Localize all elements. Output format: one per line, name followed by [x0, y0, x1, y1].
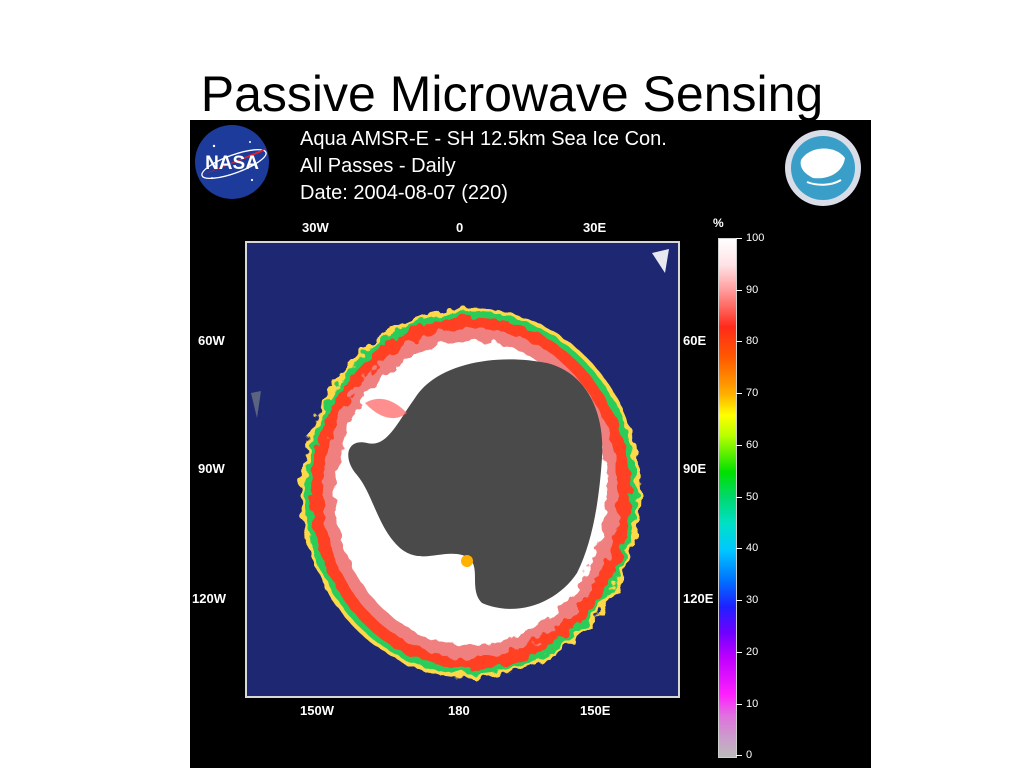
colorbar-label-40: 40	[746, 542, 759, 554]
bottom-label-150e: 150E	[580, 703, 611, 718]
right-label-60e: 60E	[683, 333, 707, 348]
colorbar-label-0: 0	[746, 749, 753, 761]
island-shadow	[251, 391, 261, 418]
antarctica-landmass	[348, 359, 603, 609]
colorbar-label-90: 90	[746, 284, 759, 296]
colorbar-tick	[736, 497, 742, 498]
colorbar-label-50: 50	[746, 491, 759, 503]
nasa-logo-text: NASA	[205, 153, 259, 174]
bottom-label-150w: 150W	[300, 703, 334, 718]
colorbar-label-30: 30	[746, 594, 759, 606]
right-label-120e: 120E	[683, 591, 714, 606]
colorbar-tick	[736, 393, 742, 394]
colorbar-label-20: 20	[746, 646, 759, 658]
top-label-30e: 30E	[583, 220, 607, 235]
figure-header: Aqua AMSR-E - SH 12.5km Sea Ice Con. All…	[300, 126, 667, 207]
header-line-1: Aqua AMSR-E - SH 12.5km Sea Ice Con.	[300, 128, 667, 150]
weddell-edge	[365, 398, 407, 419]
top-label-30w: 30W	[302, 220, 329, 235]
colorbar-label-70: 70	[746, 387, 759, 399]
sea-ice-map	[245, 241, 680, 698]
colorbar-tick	[736, 445, 742, 446]
left-label-120w: 120W	[192, 591, 226, 606]
colorbar-tick	[736, 290, 742, 291]
colorbar-tick	[736, 548, 742, 549]
colorbar-tick	[736, 600, 742, 601]
right-label-90e: 90E	[683, 461, 707, 476]
colorbar-label-100: 100	[746, 232, 765, 244]
colorbar-tick	[736, 652, 742, 653]
ross-polynya	[461, 555, 473, 567]
globe-logo-icon	[785, 130, 861, 206]
concentration-colorbar	[718, 238, 737, 758]
header-line-2: All Passes - Daily	[300, 155, 456, 177]
colorbar-label-60: 60	[746, 439, 759, 451]
bottom-label-180: 180	[448, 703, 470, 718]
header-line-3: Date: 2004-08-07 (220)	[300, 182, 508, 204]
sea-ice-map-graphic	[251, 249, 669, 678]
top-label-0: 0	[456, 220, 464, 235]
colorbar-tick	[736, 341, 742, 342]
slide-title: Passive Microwave Sensing	[200, 66, 824, 122]
colorbar-tick	[736, 755, 742, 756]
continent-fragment	[652, 249, 669, 273]
left-label-90w: 90W	[198, 461, 225, 476]
nasa-logo-icon: NASA	[195, 125, 269, 199]
colorbar-tick	[736, 238, 742, 239]
sea-ice-figure: NASA Aqua AMSR-E - SH 12.5km Sea Ice Con…	[190, 120, 871, 768]
colorbar-tick	[736, 704, 742, 705]
colorbar-label-80: 80	[746, 335, 759, 347]
colorbar-unit: %	[713, 216, 724, 230]
left-label-60w: 60W	[198, 333, 225, 348]
colorbar-label-10: 10	[746, 698, 759, 710]
